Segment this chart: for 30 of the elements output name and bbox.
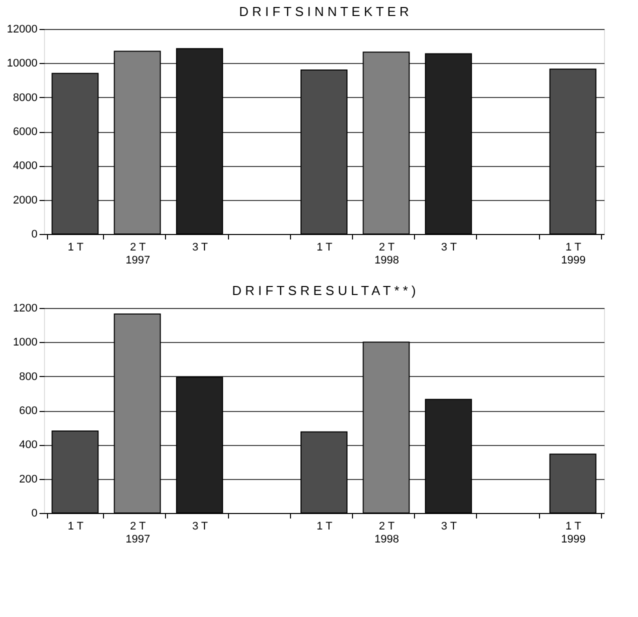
x-tick-label: 3 T bbox=[192, 520, 208, 532]
chart-title: D R I F T S I N N T E K T E R bbox=[239, 4, 409, 19]
x-tick-label: 3 T bbox=[441, 520, 458, 532]
x-tick-label: 1 T bbox=[316, 242, 333, 254]
y-tick-label: 600 bbox=[19, 405, 38, 417]
y-tick-label: 6000 bbox=[13, 126, 38, 138]
x-tick-label: 3 T bbox=[192, 242, 208, 254]
y-tick-label: 0 bbox=[31, 508, 38, 520]
y-tick-label: 400 bbox=[19, 439, 38, 452]
x-tick-label: 2 T 1997 bbox=[126, 242, 150, 266]
y-tick-label: 10000 bbox=[6, 58, 38, 70]
x-tick-label: 1 T bbox=[68, 520, 84, 532]
chart-title: D R I F T S R E S U L T A T * * ) bbox=[232, 283, 416, 298]
y-tick-label: 0 bbox=[31, 228, 38, 240]
x-tick-label: 1 T 1999 bbox=[561, 242, 586, 266]
y-tick-label: 12000 bbox=[6, 24, 38, 36]
y-tick-label: 4000 bbox=[13, 160, 38, 172]
x-tick-label: 2 T 1998 bbox=[374, 520, 399, 546]
x-tick-label: 3 T bbox=[441, 242, 458, 254]
x-tick-label: 1 T bbox=[68, 242, 84, 254]
y-tick-label: 1200 bbox=[13, 302, 38, 314]
y-tick-label: 8000 bbox=[13, 92, 38, 104]
x-tick-label: 2 T 1997 bbox=[126, 520, 150, 546]
x-tick-label: 1 T bbox=[316, 520, 333, 532]
x-tick-label: 2 T 1998 bbox=[374, 242, 399, 266]
y-tick-label: 1000 bbox=[13, 336, 38, 349]
x-tick-label: 1 T 1999 bbox=[561, 520, 586, 546]
y-tick-label: 2000 bbox=[13, 194, 38, 206]
y-tick-label: 800 bbox=[19, 370, 38, 383]
y-tick-label: 200 bbox=[19, 473, 38, 486]
